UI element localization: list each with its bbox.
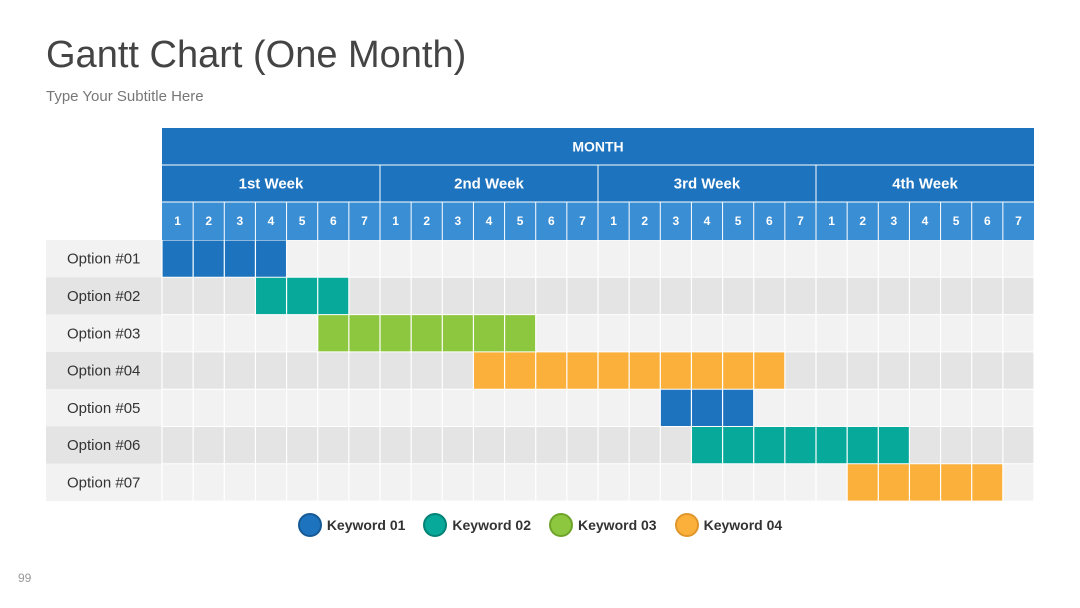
legend-item: Keyword 02 — [423, 513, 531, 537]
day-header-bg — [411, 202, 443, 240]
week-header-bg — [380, 165, 598, 202]
week-header-bg — [816, 165, 1034, 202]
month-header-label: MONTH — [572, 139, 623, 155]
day-header-bg — [940, 202, 972, 240]
week-header-label: 2nd Week — [454, 176, 524, 193]
day-header-label: 1 — [392, 214, 399, 228]
day-header-bg — [753, 202, 785, 240]
day-header-bg — [660, 202, 692, 240]
week-header-label: 4th Week — [892, 176, 958, 193]
day-header-bg — [784, 202, 816, 240]
legend-item: Keyword 01 — [297, 513, 406, 537]
legend-swatch — [423, 513, 448, 537]
day-header-label: 4 — [486, 214, 493, 228]
day-header-bg — [598, 202, 630, 240]
week-header-label: 1st Week — [239, 176, 304, 193]
day-header-bg — [224, 202, 256, 240]
day-header-bg — [162, 202, 194, 240]
day-header-label: 1 — [174, 214, 181, 228]
day-header-label: 2 — [859, 214, 866, 228]
day-header-label: 3 — [237, 214, 244, 228]
legend-label: Keyword 03 — [578, 517, 657, 533]
day-header-label: 1 — [610, 214, 617, 228]
day-header-bg — [1002, 202, 1034, 240]
day-header-label: 5 — [953, 214, 960, 228]
day-header-label: 2 — [423, 214, 430, 228]
day-header-label: 3 — [455, 214, 462, 228]
task-bar — [847, 463, 1003, 502]
legend-swatch — [297, 513, 322, 537]
day-header-bg — [878, 202, 910, 240]
legend-item: Keyword 03 — [549, 513, 657, 537]
day-header-bg — [473, 202, 505, 240]
day-header-label: 7 — [579, 214, 586, 228]
day-header-bg — [348, 202, 380, 240]
row-label: Option #06 — [67, 437, 140, 454]
row-background — [46, 389, 1034, 427]
task-bar — [317, 314, 536, 352]
day-header-label: 4 — [704, 214, 711, 228]
day-header-bg — [504, 202, 536, 240]
row-label: Option #01 — [67, 251, 140, 268]
day-header-label: 6 — [330, 214, 337, 228]
page-subtitle: Type Your Subtitle Here — [46, 88, 204, 105]
day-header-bg — [971, 202, 1003, 240]
day-header-label: 2 — [205, 214, 212, 228]
page-number: 99 — [18, 571, 32, 585]
day-header-bg — [442, 202, 474, 240]
day-header-label: 4 — [922, 214, 929, 228]
row-background — [46, 277, 1034, 315]
day-header-bg — [909, 202, 941, 240]
day-header-label: 2 — [641, 214, 648, 228]
day-header-label: 4 — [268, 214, 275, 228]
day-header-label: 6 — [548, 214, 555, 228]
day-header-label: 3 — [891, 214, 898, 228]
legend-label: Keyword 04 — [703, 517, 783, 533]
day-header-label: 6 — [766, 214, 773, 228]
week-header-bg — [598, 165, 816, 202]
day-header-label: 1 — [828, 214, 835, 228]
day-header-bg — [535, 202, 567, 240]
day-header-bg — [847, 202, 879, 240]
legend-label: Keyword 01 — [326, 517, 406, 533]
day-header-label: 7 — [797, 214, 804, 228]
day-header-bg — [193, 202, 225, 240]
day-header-bg — [566, 202, 598, 240]
legend: Keyword 01 Keyword 02 Keyword 03 Keyword 04 — [0, 513, 1080, 537]
day-header-bg — [816, 202, 848, 240]
week-header-label: 3rd Week — [674, 176, 741, 193]
row-background — [46, 314, 1034, 352]
day-header-label: 5 — [299, 214, 306, 228]
day-header-label: 7 — [361, 214, 368, 228]
week-header-bg — [162, 165, 380, 202]
day-header-label: 5 — [517, 214, 524, 228]
task-bar — [660, 389, 754, 427]
page-title: Gantt Chart (One Month) — [46, 34, 467, 76]
day-header-label: 5 — [735, 214, 742, 228]
day-header-bg — [286, 202, 318, 240]
row-label: Option #07 — [67, 474, 140, 491]
day-header-label: 7 — [1015, 214, 1022, 228]
day-header-bg — [317, 202, 349, 240]
legend-label: Keyword 02 — [452, 517, 531, 533]
task-bar — [255, 277, 349, 315]
day-header-bg — [380, 202, 412, 240]
day-header-label: 6 — [984, 214, 991, 228]
task-bar — [691, 426, 910, 464]
row-label: Option #05 — [67, 400, 140, 417]
day-header-label: 3 — [673, 214, 680, 228]
legend-item: Keyword 04 — [674, 513, 783, 537]
month-header-bg — [162, 128, 1034, 165]
row-label: Option #02 — [67, 288, 140, 305]
day-header-bg — [255, 202, 287, 240]
legend-swatch — [674, 513, 699, 537]
day-header-bg — [629, 202, 661, 240]
legend-swatch — [549, 513, 573, 537]
day-header-bg — [722, 202, 754, 240]
row-label: Option #04 — [67, 363, 140, 380]
row-label: Option #03 — [67, 325, 140, 342]
day-header-bg — [691, 202, 723, 240]
